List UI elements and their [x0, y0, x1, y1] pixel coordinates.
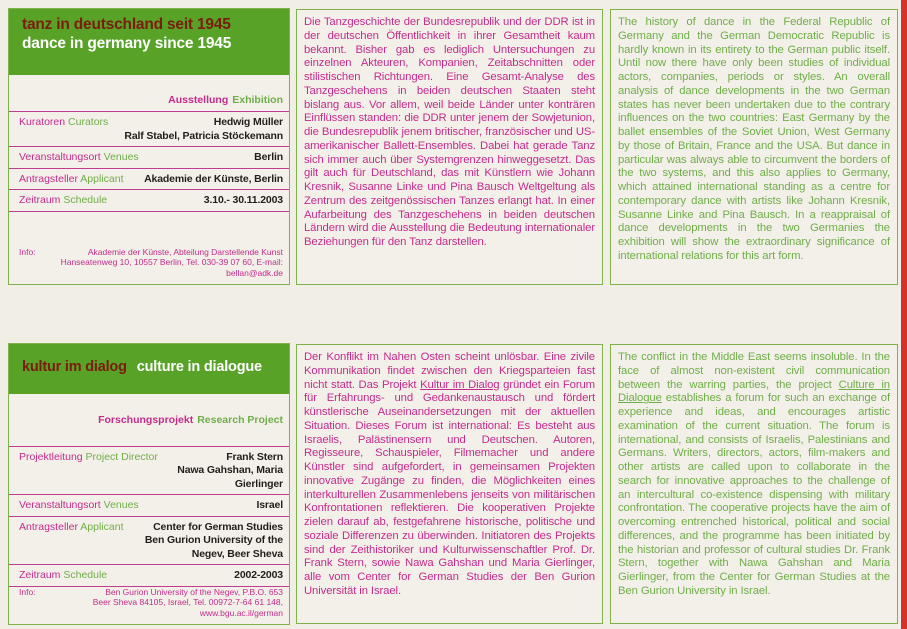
meta-labels: Veranstaltungsort Venues [19, 499, 139, 513]
category-row: Ausstellung Exhibition [9, 75, 289, 112]
paragraph-german: Die Tanzgeschichte der Bundesrepublik un… [304, 16, 595, 250]
meta-label-english: Venues [103, 499, 139, 511]
paragraph-text: Der Konflikt im Nahen Osten scheint unlö… [304, 351, 595, 391]
meta-values: 3.10.- 30.11.2003 [107, 194, 283, 208]
meta-value-line: Hedwig Müller [213, 116, 283, 128]
paragraph-text: The history of dance in the Federal Repu… [618, 16, 890, 262]
info-label: Info: [19, 586, 36, 597]
meta-row-venues: Veranstaltungsort Venues Israel [9, 495, 289, 517]
info-block: Info: Ben Gurion University of the Negev… [9, 587, 289, 625]
project-panel-dance: tanz in deutschland seit 1945 dance in g… [8, 8, 290, 285]
meta-value-line: Ben Gurion University of the Negev, Beer… [144, 534, 283, 560]
meta-value-line: Ralf Stabel, Patricia Stöckemann [124, 129, 283, 142]
info-address-line: Ben Gurion University of the Negev, P.B.… [105, 586, 283, 597]
meta-value-line: 2002-2003 [234, 569, 283, 581]
section-title-line: kultur im dialog culture in dialogue [22, 358, 289, 377]
meta-value-line: Israel [256, 499, 283, 511]
info-contact-line: Hanseatenweg 10, 10557 Berlin, Tel. 030-… [60, 257, 283, 278]
meta-label-english: Curators [68, 116, 109, 128]
info-block: Info: Akademie der Künste, Abteilung Dar… [9, 247, 289, 285]
meta-labels: Zeitraum Schedule [19, 569, 107, 583]
meta-values: Frank Stern Nawa Gahshan, Maria Gierling… [158, 451, 283, 492]
meta-values: Hedwig Müller Ralf Stabel, Patricia Stöc… [108, 116, 283, 143]
meta-labels: Antragsteller Applicant [19, 521, 124, 562]
project-name-underlined: Culture in Dialogue [618, 378, 890, 405]
section-title-german: tanz in deutschland seit 1945 [22, 16, 231, 33]
meta-values: 2002-2003 [107, 569, 283, 583]
meta-row-applicant: Antragsteller Applicant Akademie der Kün… [9, 169, 289, 190]
meta-labels: Antragsteller Applicant [19, 173, 124, 187]
category-label-english: Research Project [197, 413, 283, 426]
section-title-german: kultur im dialog [22, 359, 127, 375]
meta-row-schedule: Zeitraum Schedule 3.10.- 30.11.2003 [9, 190, 289, 212]
info-label: Info: [19, 246, 36, 257]
meta-label-german: Projektleitung [19, 450, 83, 463]
meta-label-german: Zeitraum [19, 569, 61, 581]
project-name-underlined: Kultur im Dialog [420, 378, 500, 391]
paragraph-text: The conflict in the Middle East seems in… [618, 351, 890, 391]
meta-value-line: Nawa Gahshan, Maria Gierlinger [177, 464, 283, 490]
meta-row-schedule: Zeitraum Schedule 2002-2003 [9, 565, 289, 587]
info-lines: Ben Gurion University of the Negev, P.B.… [44, 587, 283, 619]
project-panel-culture-dialogue: kultur im dialog culture in dialogue For… [8, 343, 290, 625]
paragraph-german: Der Konflikt im Nahen Osten scheint unlö… [304, 351, 595, 599]
meta-labels: Veranstaltungsort Venues [19, 151, 139, 165]
german-description-dance: Die Tanzgeschichte der Bundesrepublik un… [296, 9, 603, 285]
meta-row-venues: Veranstaltungsort Venues Berlin [9, 147, 289, 169]
meta-value-line: 3.10.- 30.11.2003 [203, 194, 283, 206]
meta-label-english: Applicant [80, 172, 124, 185]
section-title-english: culture in dialogue [136, 359, 262, 375]
info-lines: Akademie der Künste, Abteilung Darstelle… [44, 247, 283, 279]
category-row: Forschungsprojekt Research Project [9, 394, 289, 447]
meta-row-applicant: Antragsteller Applicant Center for Germa… [9, 517, 289, 565]
info-address-line: Akademie der Künste, Abteilung Darstelle… [87, 246, 283, 257]
meta-values: Berlin [139, 151, 283, 165]
meta-labels: Kuratoren Curators [19, 116, 108, 143]
meta-label-english: Schedule [63, 569, 108, 581]
paragraph-text: gründet ein Forum für Erfahrungs- und Ge… [304, 378, 595, 597]
meta-value-line: Center for German Studies [153, 520, 283, 533]
meta-values: Israel [139, 499, 283, 513]
german-description-culture-dialogue: Der Konflikt im Nahen Osten scheint unlö… [296, 344, 603, 624]
meta-label-german: Veranstaltungsort [19, 151, 101, 163]
category-label-german: Forschungsprojekt [98, 413, 194, 426]
meta-label-german: Veranstaltungsort [19, 499, 101, 511]
meta-label-english: Venues [103, 151, 139, 163]
english-description-dance: The history of dance in the Federal Repu… [610, 9, 898, 285]
meta-label-german: Zeitraum [19, 194, 61, 206]
meta-value-line: Akademie der Künste, Berlin [144, 172, 283, 185]
meta-labels: Zeitraum Schedule [19, 194, 107, 208]
meta-label-english: Schedule [63, 194, 108, 206]
meta-row-project-director: Projektleitung Project Director Frank St… [9, 447, 289, 495]
paragraph-english: The conflict in the Middle East seems in… [618, 351, 890, 599]
meta-label-german: Kuratoren [19, 116, 66, 128]
section-title-band: kultur im dialog culture in dialogue [9, 344, 289, 394]
english-description-culture-dialogue: The conflict in the Middle East seems in… [610, 344, 898, 624]
meta-values: Akademie der Künste, Berlin [124, 172, 283, 187]
meta-label-german: Antragsteller [19, 172, 78, 185]
meta-value-line: Frank Stern [226, 450, 283, 463]
category-label-german: Ausstellung [168, 94, 229, 106]
paragraph-text: establishes a forum for such an exchange… [618, 392, 890, 597]
category-label-english: Exhibition [232, 94, 283, 106]
page-edge-strip [901, 0, 907, 629]
meta-value-line: Berlin [254, 151, 283, 163]
panel-spacer [9, 212, 289, 247]
info-contact-line: Beer Sheva 84105, Israel, Tel. 00972-7-6… [92, 597, 283, 618]
paragraph-english: The history of dance in the Federal Repu… [618, 16, 890, 264]
meta-values: Center for German Studies Ben Gurion Uni… [124, 520, 283, 562]
meta-label-english: Project Director [85, 450, 158, 463]
section-title-english: dance in germany since 1945 [22, 35, 232, 52]
section-title-band: tanz in deutschland seit 1945 dance in g… [9, 9, 289, 75]
meta-labels: Projektleitung Project Director [19, 451, 158, 492]
meta-label-english: Applicant [80, 520, 124, 533]
paragraph-text: Die Tanzgeschichte der Bundesrepublik un… [304, 16, 595, 248]
meta-label-german: Antragsteller [19, 520, 78, 533]
meta-row-curators: Kuratoren Curators Hedwig Müller Ralf St… [9, 112, 289, 147]
